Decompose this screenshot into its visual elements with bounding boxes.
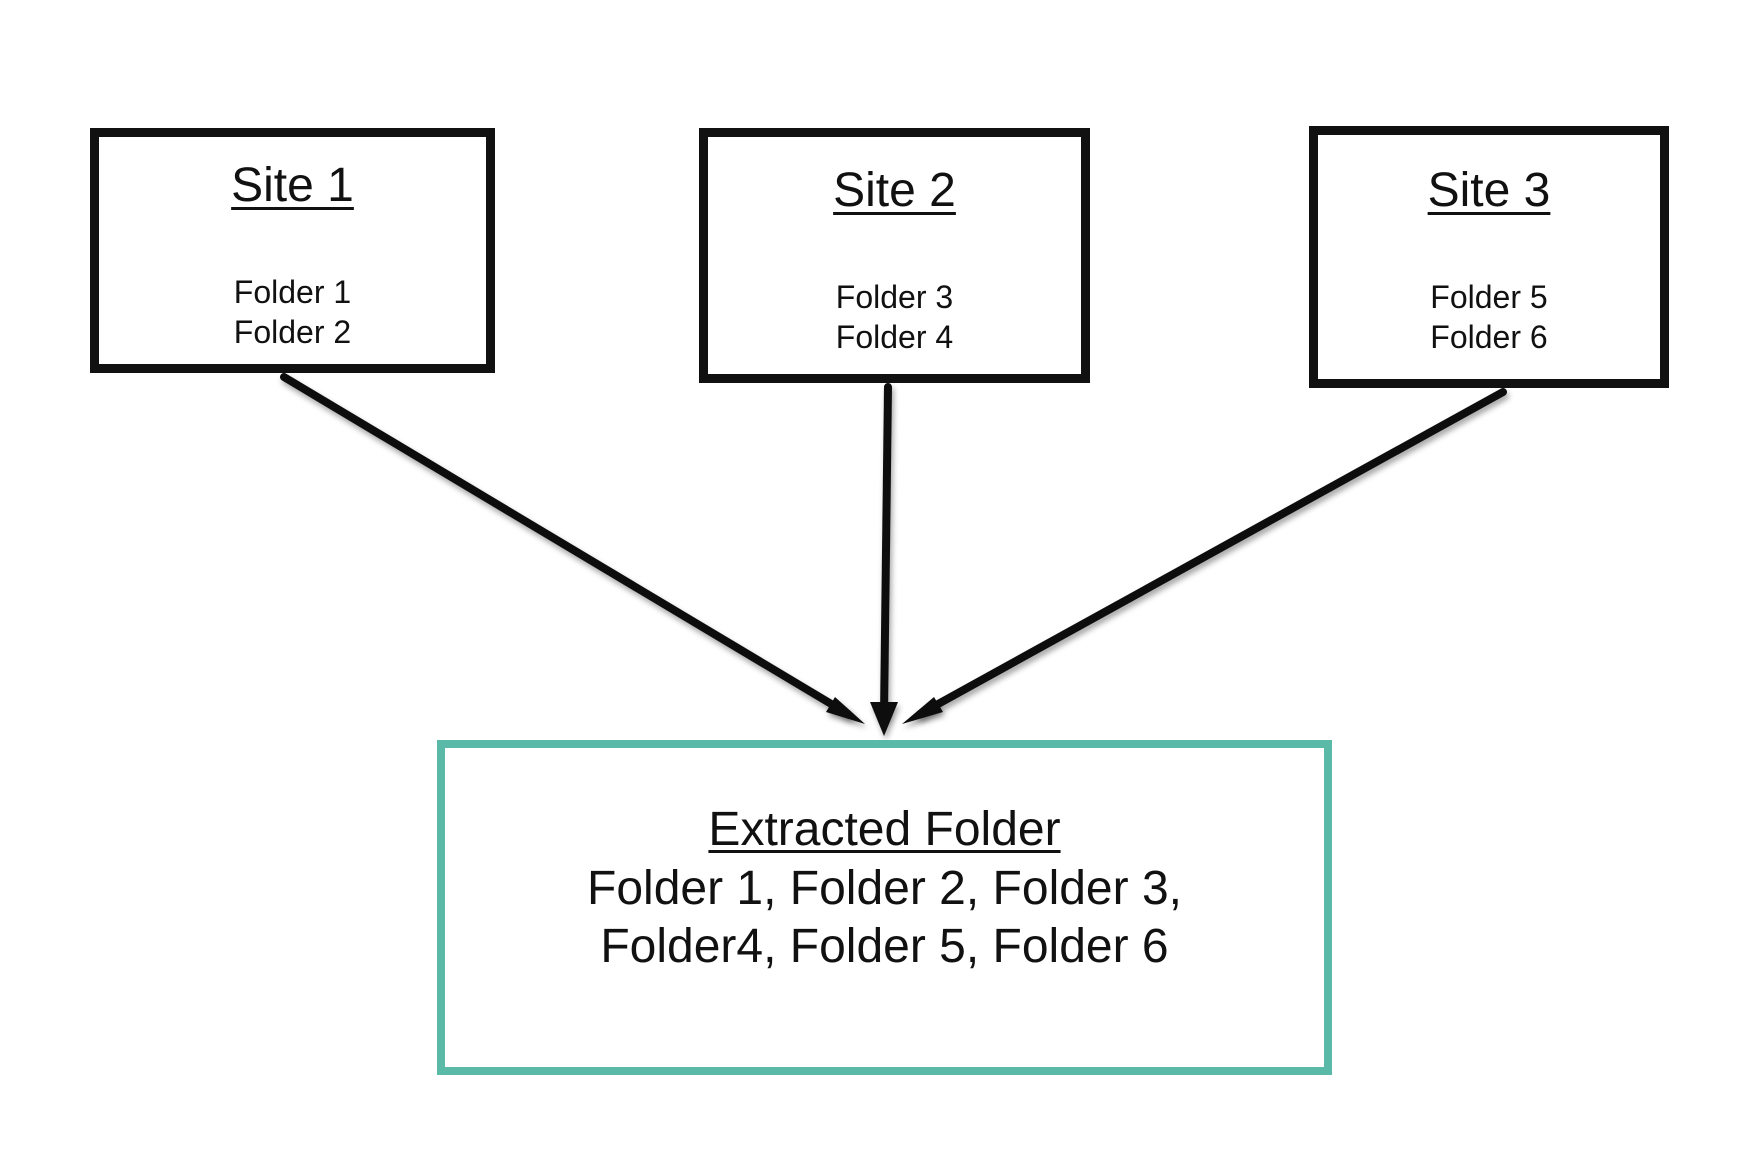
folder-item: Folder 3: [835, 279, 954, 315]
site-2-folders: Folder 3 Folder 4: [708, 277, 1081, 357]
arrow-site-1-to-extracted: [280, 373, 852, 718]
extracted-folder-box: Extracted Folder Folder 1, Folder 2, Fol…: [437, 740, 1332, 1075]
arrowhead-left: [826, 697, 865, 724]
extracted-folder-line: Folder4, Folder 5, Folder 6: [600, 920, 1169, 973]
extracted-folder-title: Extracted Folder: [708, 803, 1061, 856]
folder-item: Folder 1: [233, 274, 352, 310]
site-1-folders: Folder 1 Folder 2: [99, 272, 486, 352]
arrow-site-2-to-extracted: [880, 383, 892, 719]
site-3-title: Site 3: [1427, 164, 1551, 217]
extracted-folder-line: Folder 1, Folder 2, Folder 3,: [587, 862, 1182, 915]
folder-item: Folder 6: [1430, 319, 1548, 355]
site-3-box: Site 3 Folder 5 Folder 6: [1309, 126, 1669, 388]
site-1-box: Site 1 Folder 1 Folder 2: [90, 128, 495, 373]
folder-item: Folder 2: [233, 314, 352, 350]
arrowhead-right: [902, 697, 943, 724]
arrow-site-3-to-extracted: [916, 388, 1507, 718]
site-2-title: Site 2: [833, 164, 956, 217]
site-1-title: Site 1: [231, 159, 354, 212]
site-3-folders: Folder 5 Folder 6: [1318, 277, 1660, 357]
folder-item: Folder 4: [835, 319, 954, 355]
extracted-folder-contents: Folder 1, Folder 2, Folder 3, Folder4, F…: [445, 860, 1324, 976]
arrowhead-middle: [870, 702, 898, 736]
folder-item: Folder 5: [1430, 279, 1548, 315]
site-2-box: Site 2 Folder 3 Folder 4: [699, 128, 1090, 383]
